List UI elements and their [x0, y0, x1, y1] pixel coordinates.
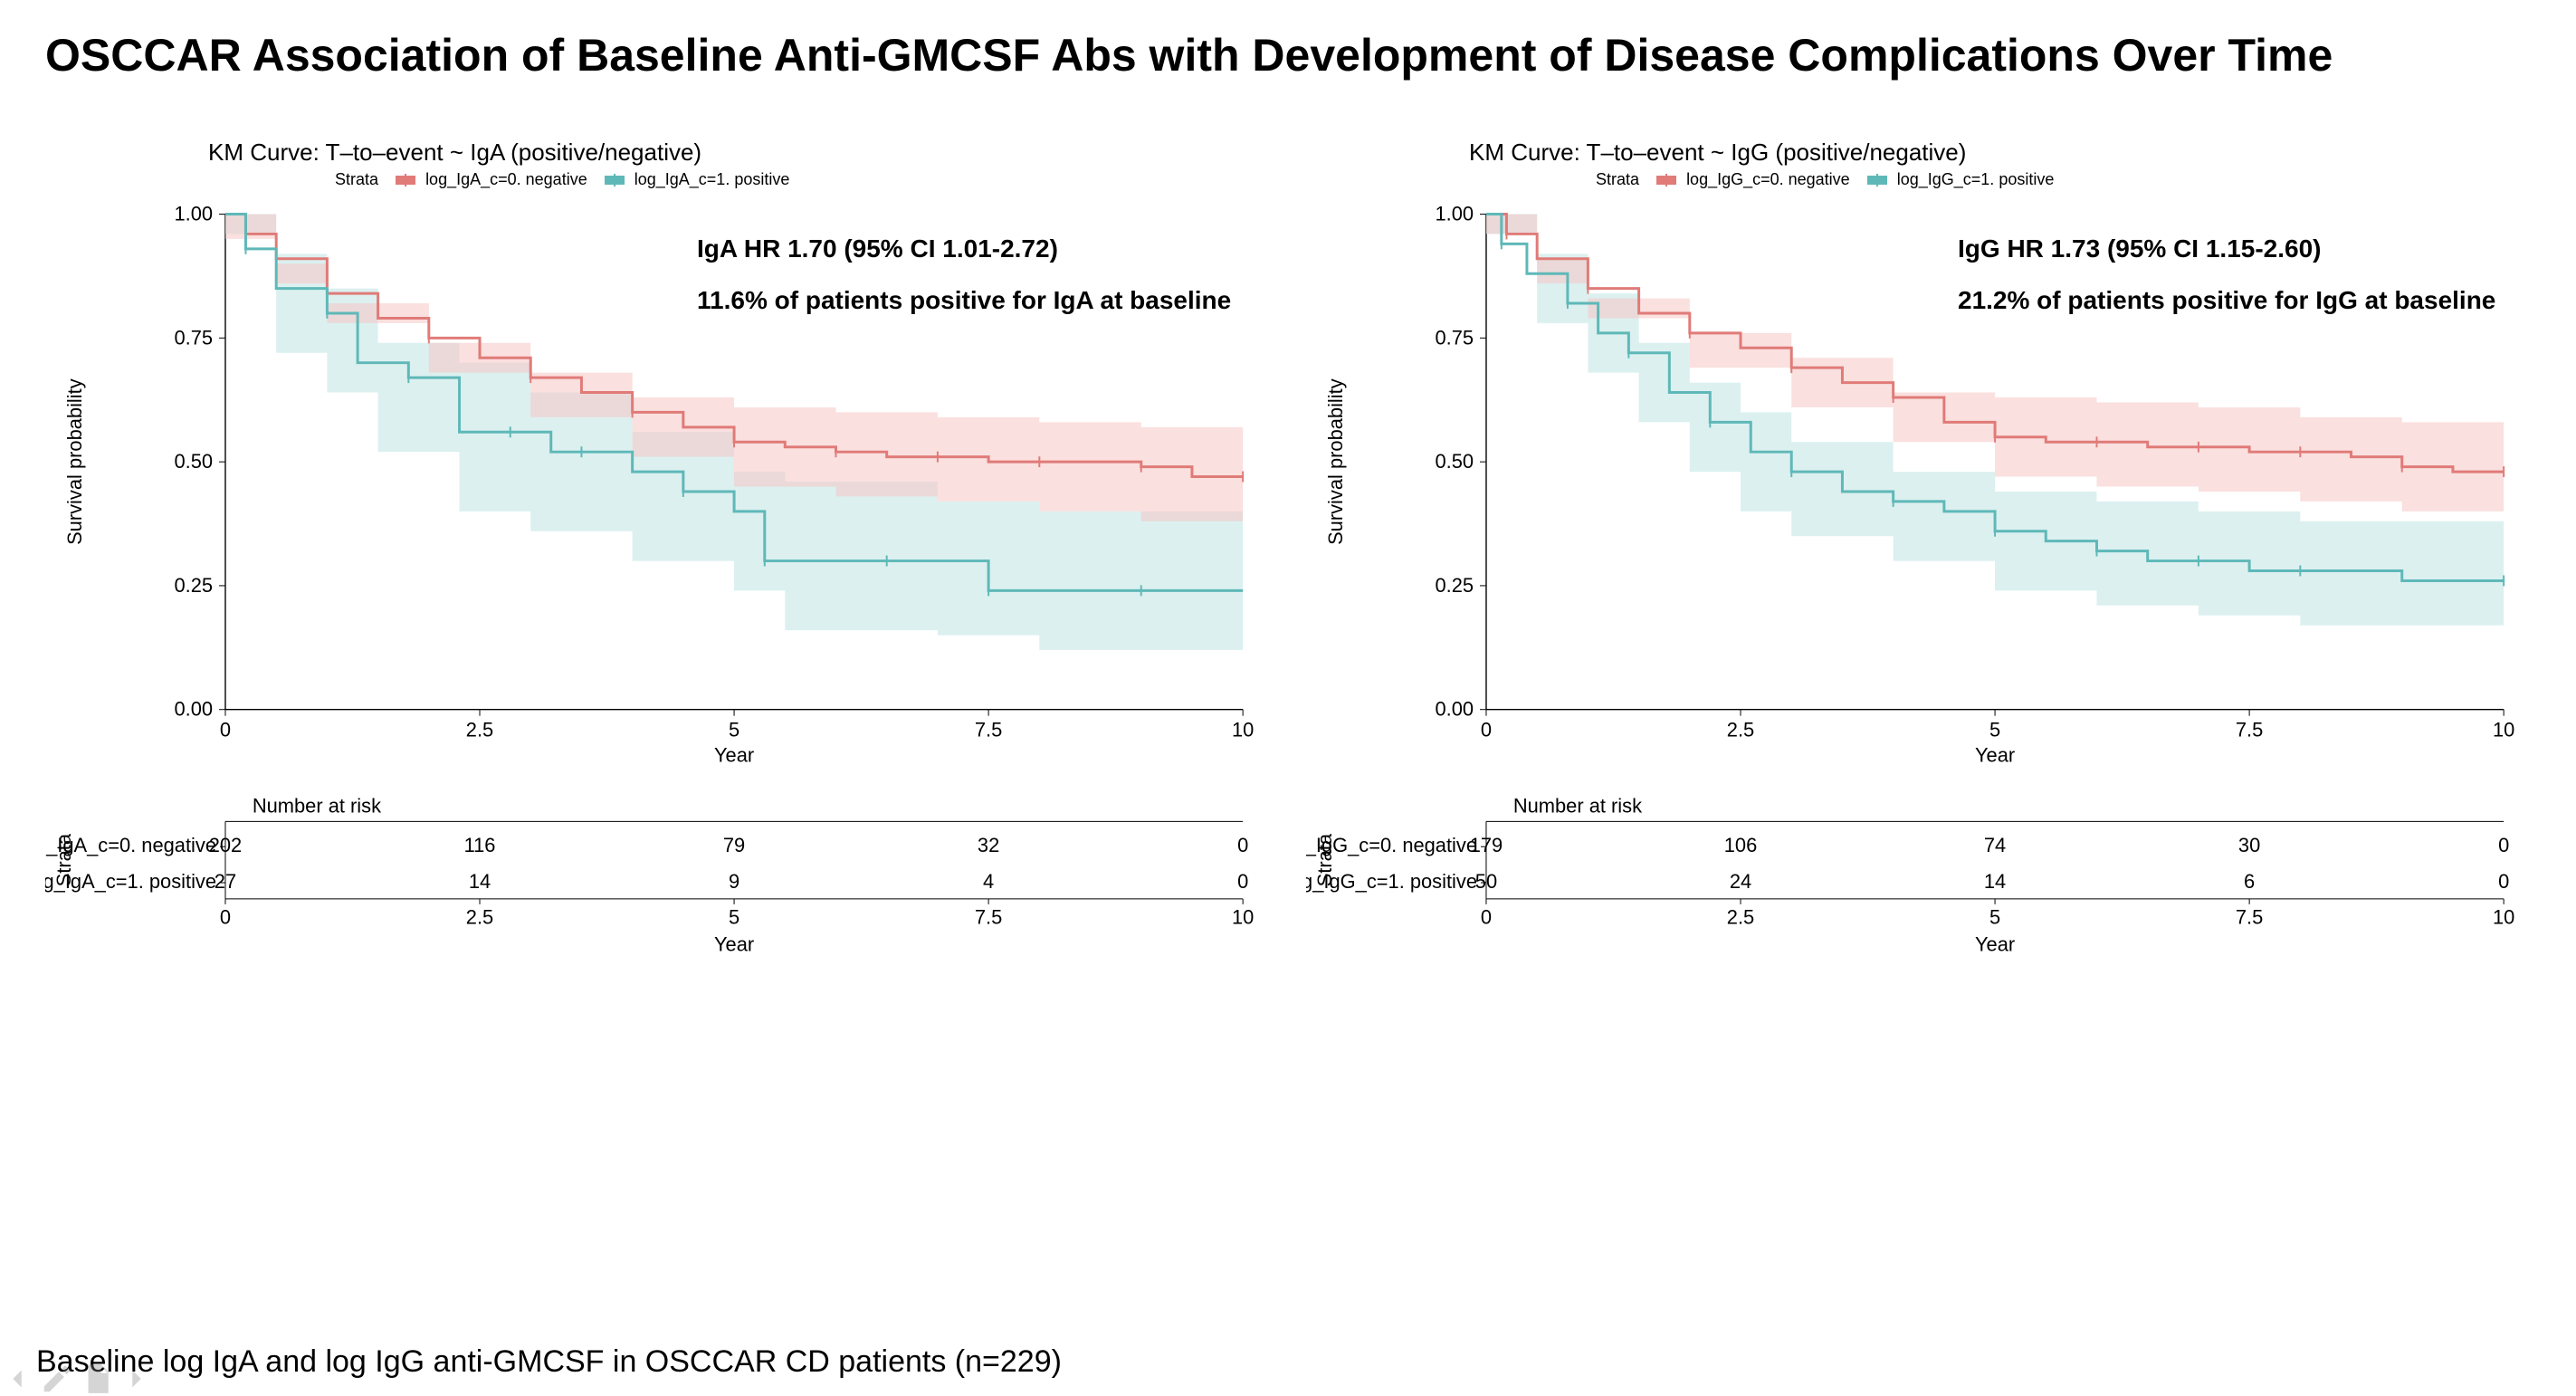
slide-root: OSCCAR Association of Baseline Anti-GMCS…	[0, 0, 2576, 1396]
svg-text:6: 6	[2244, 869, 2255, 892]
legend-neg-label: log_IgA_c=0. negative	[425, 170, 587, 188]
svg-text:30: 30	[2238, 834, 2260, 856]
chart-igg-legend: Strata log_IgG_c=0. negative log_IgG_c=1…	[1596, 170, 2531, 189]
svg-text:1.00: 1.00	[174, 202, 213, 225]
svg-text:Strata: Strata	[52, 833, 75, 886]
svg-text:74: 74	[1984, 834, 2006, 856]
legend-prefix: Strata	[1596, 170, 1639, 188]
svg-text:7.5: 7.5	[975, 718, 1002, 741]
svg-text:7.5: 7.5	[2236, 905, 2263, 928]
legend-swatch-pos-icon	[605, 176, 625, 185]
svg-text:0.00: 0.00	[174, 697, 213, 720]
chart-igg-km: 0.00 0.25 0.50 0.75 1.00 0 2.5 5 7.5 10 Year Surviv…	[1306, 195, 2531, 774]
svg-text:0: 0	[2498, 869, 2509, 892]
svg-text:5: 5	[729, 905, 739, 928]
risk-iga-svg: Number at risklog_IgA_c=0. negative20211…	[45, 792, 1270, 973]
svg-text:Survival probability: Survival probability	[63, 378, 86, 545]
svg-text:10: 10	[1232, 905, 1254, 928]
svg-text:0: 0	[1481, 905, 1492, 928]
igg-pct-text: 21.2% of patients positive for IgG at ba…	[1958, 282, 2519, 318]
svg-text:Year: Year	[1975, 743, 2015, 766]
svg-text:14: 14	[469, 869, 491, 892]
svg-text:5: 5	[1989, 718, 2000, 741]
svg-text:0: 0	[2498, 834, 2509, 856]
svg-text:5: 5	[1989, 905, 2000, 928]
svg-text:5: 5	[729, 718, 739, 741]
svg-text:2.5: 2.5	[466, 718, 493, 741]
svg-text:Year: Year	[1975, 932, 2015, 955]
svg-text:0.50: 0.50	[174, 450, 213, 473]
svg-text:Year: Year	[714, 932, 754, 955]
svg-text:1.00: 1.00	[1435, 202, 1474, 225]
legend-pos-label: log_IgA_c=1. positive	[634, 170, 790, 188]
svg-text:0.25: 0.25	[1435, 573, 1474, 596]
svg-text:116: 116	[464, 834, 496, 856]
svg-text:179: 179	[1470, 834, 1503, 856]
svg-text:0: 0	[1481, 718, 1492, 741]
risk-igg-svg: Number at risklog_IgG_c=0. negative17910…	[1306, 792, 2531, 973]
svg-text:0: 0	[220, 905, 231, 928]
svg-text:0.25: 0.25	[174, 573, 213, 596]
chart-iga-risk: Number at risklog_IgA_c=0. negative20211…	[45, 792, 1270, 973]
chart-igg-col: KM Curve: T–to–event ~ IgG (positive/neg…	[1306, 139, 2531, 973]
svg-text:Survival probability: Survival probability	[1324, 378, 1347, 545]
svg-text:10: 10	[2493, 905, 2514, 928]
svg-text:0: 0	[1237, 869, 1248, 892]
svg-text:Number at risk: Number at risk	[1513, 794, 1642, 817]
edit-icon	[40, 1362, 74, 1396]
legend-swatch-pos-icon	[1867, 176, 1887, 185]
legend-swatch-neg-icon	[1656, 176, 1676, 185]
svg-text:7.5: 7.5	[2236, 718, 2263, 741]
svg-text:0.00: 0.00	[1435, 697, 1474, 720]
svg-text:2.5: 2.5	[1727, 718, 1754, 741]
svg-text:2.5: 2.5	[1727, 905, 1754, 928]
svg-text:Number at risk: Number at risk	[253, 794, 381, 817]
svg-text:0: 0	[1237, 834, 1248, 856]
legend-pos-label: log_IgG_c=1. positive	[1897, 170, 2055, 188]
igg-hr-text: IgG HR 1.73 (95% CI 1.15-2.60)	[1958, 231, 2519, 266]
iga-pct-text: 11.6% of patients positive for IgA at ba…	[697, 282, 1240, 318]
svg-text:202: 202	[209, 834, 243, 856]
next-icon	[119, 1362, 154, 1396]
svg-text:7.5: 7.5	[975, 905, 1002, 928]
svg-text:0.75: 0.75	[1435, 326, 1474, 349]
chart-igg-subtitle: KM Curve: T–to–event ~ IgG (positive/neg…	[1469, 139, 2531, 167]
svg-text:Year: Year	[714, 743, 754, 766]
charts-row: KM Curve: T–to–event ~ IgA (positive/neg…	[45, 139, 2531, 973]
legend-prefix: Strata	[335, 170, 378, 188]
svg-text:0.50: 0.50	[1435, 450, 1474, 473]
svg-text:10: 10	[2493, 718, 2514, 741]
iga-hr-text: IgA HR 1.70 (95% CI 1.01-2.72)	[697, 231, 1240, 266]
svg-text:14: 14	[1984, 869, 2006, 892]
prev-icon	[0, 1362, 34, 1396]
legend-swatch-neg-icon	[396, 176, 415, 185]
footnote: Baseline log IgA and log IgG anti-GMCSF …	[36, 1344, 1062, 1380]
svg-text:9: 9	[729, 869, 739, 892]
svg-text:0.75: 0.75	[174, 326, 213, 349]
svg-text:2.5: 2.5	[466, 905, 493, 928]
chart-iga-col: KM Curve: T–to–event ~ IgA (positive/neg…	[45, 139, 1270, 973]
slide-title: OSCCAR Association of Baseline Anti-GMCS…	[45, 27, 2531, 84]
legend-neg-label: log_IgG_c=0. negative	[1686, 170, 1850, 188]
svg-text:32: 32	[978, 834, 999, 856]
svg-text:24: 24	[1730, 869, 1751, 892]
chart-iga-subtitle: KM Curve: T–to–event ~ IgA (positive/neg…	[208, 139, 1270, 167]
svg-text:106: 106	[1724, 834, 1758, 856]
chart-iga-legend: Strata log_IgA_c=0. negative log_IgA_c=1…	[335, 170, 1270, 189]
iga-annotation: IgA HR 1.70 (95% CI 1.01-2.72) 11.6% of …	[697, 231, 1240, 318]
igg-annotation: IgG HR 1.73 (95% CI 1.15-2.60) 21.2% of …	[1958, 231, 2519, 318]
svg-text:50: 50	[1475, 869, 1497, 892]
svg-text:10: 10	[1232, 718, 1254, 741]
nav-icons	[0, 1362, 154, 1396]
svg-text:79: 79	[723, 834, 745, 856]
svg-text:Strata: Strata	[1313, 833, 1336, 886]
chart-igg-risk: Number at risklog_IgG_c=0. negative17910…	[1306, 792, 2531, 973]
svg-text:4: 4	[983, 869, 994, 892]
svg-text:27: 27	[215, 869, 236, 892]
svg-text:0: 0	[220, 718, 231, 741]
chart-iga-km: 0.00 0.25 0.50 0.75 1.00 0 2.5 5 7.5 10 Year Surviv…	[45, 195, 1270, 774]
page-icon	[80, 1362, 114, 1396]
